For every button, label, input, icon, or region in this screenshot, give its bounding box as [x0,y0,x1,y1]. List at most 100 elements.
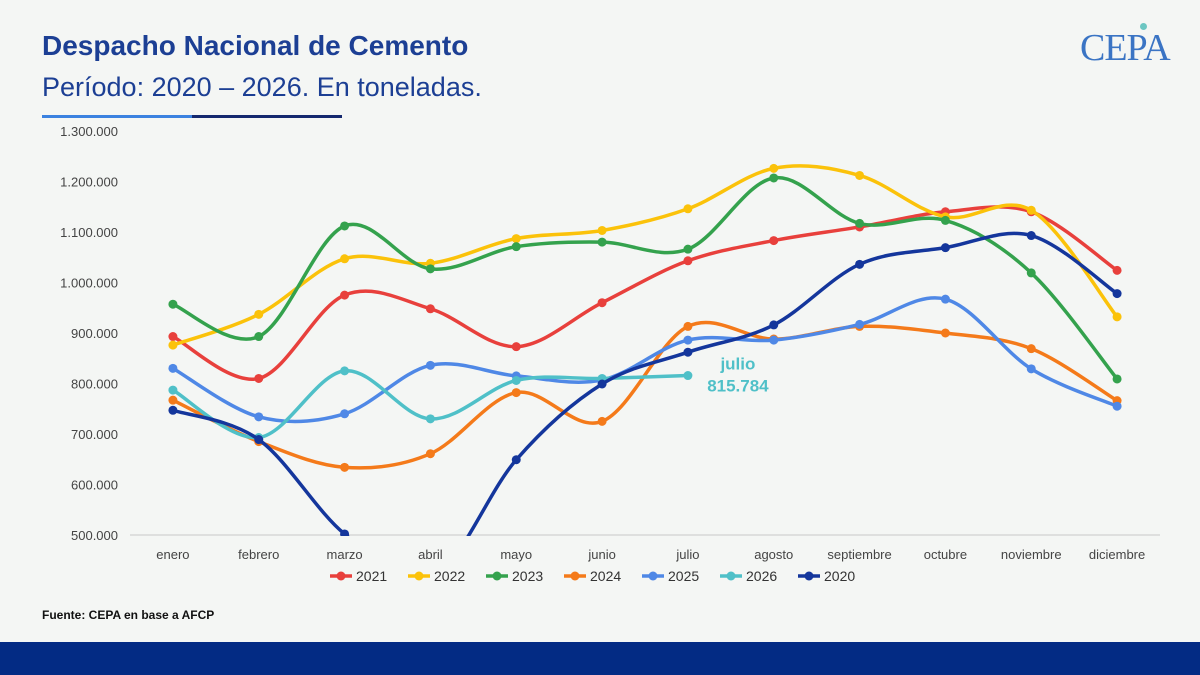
legend: 2021 2022 2023 2024 2025 2026 2020 [330,568,855,584]
data-point-2025 [254,412,264,422]
line-chart: 500.000 600.000 700.000 800.000 900.000 1.000… [60,124,1160,584]
x-tick-label: noviembre [1001,547,1062,562]
data-point-2025 [769,335,779,345]
legend-swatch-marker [492,571,502,581]
data-point-2023 [168,299,178,309]
data-point-2023 [683,244,693,254]
series-line-2022 [171,164,1119,347]
legend-swatch-marker [414,571,424,581]
data-point-2022 [769,163,779,173]
y-tick-label: 600.000 [71,478,118,493]
legend-label: 2025 [668,568,699,584]
x-tick-label: junio [587,547,615,562]
legend-swatch-marker [726,571,736,581]
data-point-2026 [511,375,521,385]
data-point-2020 [940,243,950,253]
data-point-2020 [597,379,607,389]
axis-layer: 500.000 600.000 700.000 800.000 900.000 1.000… [60,124,1160,562]
data-point-2021 [168,332,178,342]
data-point-2020 [168,405,178,415]
x-tick-label: abril [418,547,443,562]
legend-swatch-marker [336,571,346,581]
data-point-2020 [855,259,865,269]
data-point-2020 [254,435,264,445]
y-tick-label: 1.300.000 [60,124,118,139]
data-point-2022 [1026,205,1036,215]
data-point-2025 [1026,364,1036,374]
data-point-2021 [511,342,521,352]
data-point-2022 [597,225,607,235]
data-point-2026 [168,385,178,395]
legend-label: 2021 [356,568,387,584]
data-point-2020 [511,455,521,465]
data-point-2023 [1026,268,1036,278]
annotation-layer: julio 815.784 [707,355,769,396]
data-point-2024 [168,395,178,405]
legend-label: 2022 [434,568,465,584]
data-point-2020 [1026,231,1036,241]
annotation-month-label: julio [719,355,755,374]
data-point-2023 [769,173,779,183]
data-point-2025 [168,363,178,373]
y-tick-label: 1.000.000 [60,276,118,291]
data-point-2022 [340,254,350,264]
data-point-2024 [1026,344,1036,354]
legend-label: 2023 [512,568,543,584]
data-point-2025 [340,409,350,419]
y-tick-label: 800.000 [71,377,118,392]
chart-title: Despacho Nacional de Cemento [42,30,469,61]
data-point-2026 [340,366,350,376]
series-line-2021 [171,205,1119,381]
series-line-2025 [171,296,1119,424]
legend-label: 2020 [824,568,855,584]
x-tick-label: marzo [327,547,363,562]
data-point-2021 [769,236,779,246]
data-point-2020 [1112,289,1122,299]
data-point-2026 [425,414,435,424]
data-point-2024 [425,449,435,459]
data-point-2023 [1112,374,1122,384]
cepa-logo: CEPA [1080,27,1171,69]
x-tick-label: octubre [924,547,967,562]
title-rule-dark [192,115,342,118]
legend-swatch-marker [648,571,658,581]
y-tick-label: 1.100.000 [60,225,118,240]
data-point-2021 [254,373,264,383]
legend-swatch-marker [804,571,814,581]
data-point-2023 [425,264,435,274]
data-point-2023 [511,242,521,252]
x-tick-label: enero [156,547,189,562]
data-point-2020 [340,529,350,536]
x-tick-label: septiembre [827,547,891,562]
data-point-2023 [254,332,264,342]
legend-swatch-marker [570,571,580,581]
data-point-2023 [340,221,350,231]
x-tick-label: agosto [754,547,793,562]
footer-bar [0,642,1200,675]
x-tick-label: julio [675,547,699,562]
data-point-2024 [511,388,521,398]
data-point-2024 [340,462,350,472]
data-point-2025 [425,360,435,370]
y-tick-label: 500.000 [71,528,118,543]
logo-dot-icon [1140,23,1147,30]
data-point-2021 [683,256,693,266]
data-point-2021 [597,298,607,308]
data-point-2022 [168,340,178,350]
series-line-2020 [171,231,1119,536]
data-point-2025 [940,294,950,304]
data-point-2024 [940,328,950,338]
data-point-2023 [855,218,865,228]
annotation-value-label: 815.784 [707,377,769,396]
data-point-2022 [683,204,693,214]
y-tick-label: 1.200.000 [60,175,118,190]
x-tick-label: diciembre [1089,547,1145,562]
series-layer [168,163,1122,536]
data-point-2025 [683,335,693,345]
y-tick-label: 900.000 [71,326,118,341]
data-point-2022 [1112,312,1122,322]
data-point-2022 [855,170,865,180]
data-point-2025 [855,319,865,329]
legend-label: 2024 [590,568,621,584]
series-line-2024 [171,320,1119,470]
